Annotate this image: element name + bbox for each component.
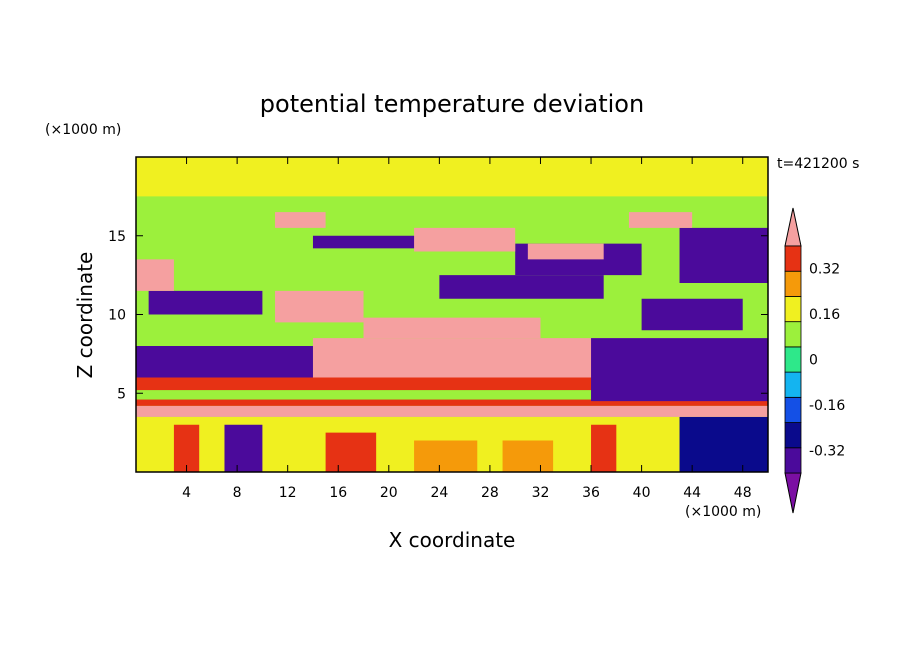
y-tick-label: 10 bbox=[108, 308, 126, 324]
x-tick-label: 24 bbox=[430, 485, 448, 501]
colorbar-bottom-arrow bbox=[784, 472, 802, 514]
colorbar-swatch bbox=[784, 396, 802, 423]
x-tick-label: 44 bbox=[683, 485, 701, 501]
contour-region bbox=[312, 235, 427, 249]
colorbar-label: -0.32 bbox=[809, 443, 845, 459]
plot-area bbox=[135, 156, 769, 473]
contour-region bbox=[679, 416, 768, 472]
colorbar-swatch bbox=[784, 346, 802, 373]
colorbar-swatch bbox=[784, 422, 802, 449]
x-axis: 4 8 12 16 20 24 28 32 36 40 44 48 bbox=[182, 157, 752, 501]
x-tick-label: 20 bbox=[380, 485, 398, 501]
colorbar-label: 0.32 bbox=[809, 262, 840, 278]
colorbar-label: 0 bbox=[809, 353, 818, 369]
contour-region bbox=[136, 346, 313, 378]
x-tick-label: 28 bbox=[481, 485, 499, 501]
colorbar-swatch bbox=[784, 447, 802, 474]
contour-region bbox=[591, 338, 768, 402]
y-tick-label: 15 bbox=[108, 229, 126, 245]
y-unit-label: (×1000 m) bbox=[45, 122, 121, 138]
y-axis-label: Z coordinate bbox=[73, 252, 97, 379]
contour-region bbox=[641, 298, 743, 331]
y-axis: 5 10 15 bbox=[108, 229, 768, 402]
contour-region bbox=[414, 227, 516, 252]
colorbar-label: -0.16 bbox=[809, 398, 845, 414]
colorbar-swatch bbox=[784, 270, 802, 297]
contour-region bbox=[136, 157, 768, 197]
contour-region bbox=[275, 212, 326, 228]
colorbar-swatch bbox=[784, 245, 802, 272]
contour-region bbox=[414, 440, 478, 472]
chart-title: potential temperature deviation bbox=[260, 90, 644, 118]
contour-region bbox=[148, 290, 263, 315]
contour-region bbox=[173, 424, 200, 472]
contour-region bbox=[275, 290, 364, 323]
contour-region bbox=[363, 317, 541, 339]
contour-region bbox=[628, 212, 693, 228]
colorbar-swatch bbox=[784, 371, 802, 398]
x-unit-label: (×1000 m) bbox=[685, 504, 761, 520]
x-tick-label: 12 bbox=[279, 485, 297, 501]
colorbar-label: 0.16 bbox=[809, 307, 840, 323]
contour-region bbox=[136, 405, 768, 417]
contour-region bbox=[679, 227, 768, 283]
colorbar-swatch bbox=[784, 296, 802, 323]
contour-region bbox=[439, 275, 604, 299]
x-tick-label: 8 bbox=[233, 485, 242, 501]
x-tick-label: 48 bbox=[734, 485, 752, 501]
x-tick-label: 4 bbox=[182, 485, 191, 501]
colorbar-swatch bbox=[784, 321, 802, 348]
time-label: t=421200 s bbox=[777, 156, 859, 172]
colorbar-top-arrow bbox=[784, 207, 802, 247]
x-tick-label: 32 bbox=[532, 485, 550, 501]
contour-region bbox=[325, 432, 377, 472]
contour-region bbox=[591, 424, 617, 472]
y-tick-label: 5 bbox=[117, 386, 126, 402]
colorbar: 0.32 0.16 0 -0.16 -0.32 bbox=[784, 207, 845, 514]
contour-region bbox=[527, 243, 604, 260]
x-axis-label: X coordinate bbox=[389, 528, 516, 552]
x-tick-label: 36 bbox=[582, 485, 600, 501]
x-tick-label: 16 bbox=[329, 485, 347, 501]
contour-region bbox=[502, 440, 554, 472]
x-tick-label: 40 bbox=[633, 485, 651, 501]
contour-region bbox=[224, 424, 263, 472]
contour-region bbox=[136, 399, 768, 406]
contour-field bbox=[136, 157, 768, 472]
contour-region bbox=[136, 259, 174, 291]
